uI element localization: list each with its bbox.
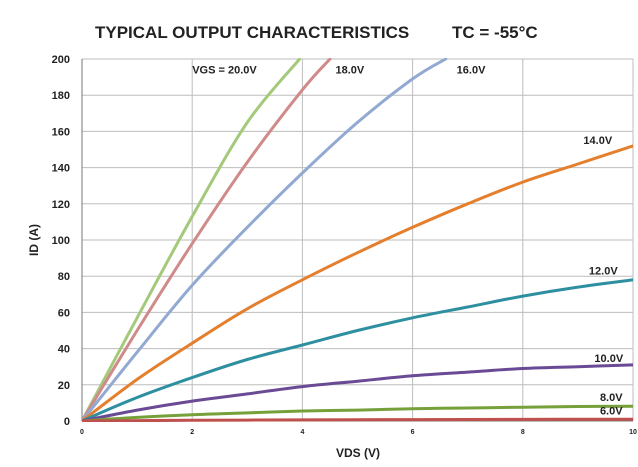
y-tick-label: 60	[58, 307, 70, 319]
x-tick-label: 0	[80, 429, 84, 436]
series-label: 12.0V	[589, 265, 618, 277]
x-tick-label: 4	[300, 429, 304, 436]
x-axis-title: VDS (V)	[336, 446, 380, 460]
series-label: 8.0V	[600, 392, 623, 404]
series-label: 10.0V	[594, 353, 623, 365]
y-tick-label: 180	[52, 90, 70, 102]
y-tick-label: 200	[52, 54, 70, 66]
series-label: 14.0V	[583, 135, 612, 147]
x-tick-label: 2	[190, 429, 194, 436]
series-label: 16.0V	[457, 64, 486, 76]
series-line	[82, 363, 633, 422]
series-line	[82, 58, 302, 422]
y-tick-label: 40	[58, 344, 70, 356]
x-tick-label: 8	[521, 429, 525, 436]
chart-title: TYPICAL OUTPUT CHARACTERISTICS	[95, 23, 409, 42]
x-tick-label: 10	[629, 429, 637, 436]
series-line	[82, 58, 448, 422]
chart-subtitle: TC = -55°C	[452, 23, 538, 42]
y-tick-label: 120	[52, 199, 70, 211]
series-line	[82, 404, 633, 422]
series-label: 18.0V	[335, 64, 364, 76]
series-label: 6.0V	[600, 406, 623, 418]
y-tick-label: 80	[58, 271, 70, 283]
series-line	[82, 144, 633, 422]
series-labels: VGS = 20.0V 18.0V 16.0V 14.0V 12.0V 10.0V 8.0V…	[192, 64, 624, 417]
y-tick-label: 100	[52, 235, 70, 247]
series-line	[82, 417, 633, 422]
y-tick-label: 20	[58, 380, 70, 392]
y-axis-title: ID (A)	[27, 224, 41, 256]
series-lines	[82, 58, 633, 422]
y-tick-label: 0	[64, 416, 70, 428]
y-tick-label: 160	[52, 126, 70, 138]
y-tick-label: 140	[52, 163, 70, 175]
series-line	[82, 58, 332, 422]
series-label: VGS = 20.0V	[192, 64, 257, 76]
x-tick-label: 6	[411, 429, 415, 436]
series-line	[82, 278, 633, 422]
